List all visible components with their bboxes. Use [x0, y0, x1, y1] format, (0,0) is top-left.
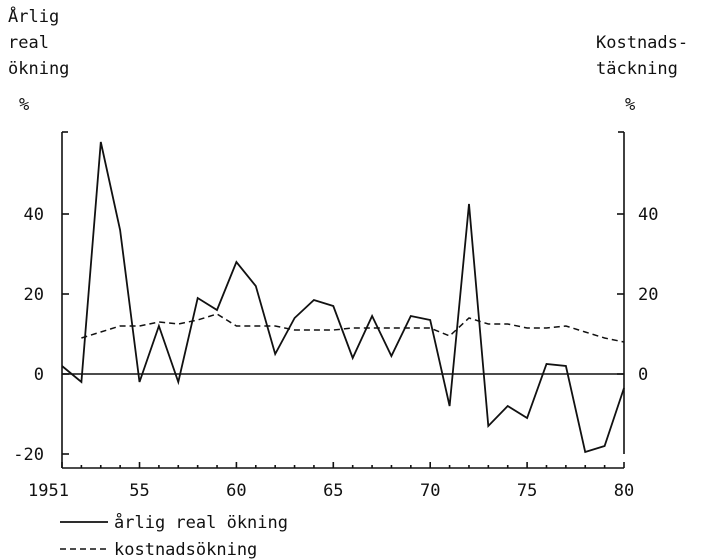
x-tick-label-5: 75 — [517, 481, 537, 501]
x-tick-label-1: 55 — [129, 481, 149, 501]
x-tick-label-0: 1951 — [28, 481, 69, 501]
x-tick-label-4: 70 — [420, 481, 440, 501]
x-tick-label-3: 65 — [323, 481, 343, 501]
left-axis-label-line-1: Årlig — [8, 5, 59, 27]
left-tick-label-2: 0 — [34, 365, 44, 385]
x-tick-label-6: 80 — [614, 481, 634, 501]
left-axis-label-line-3: ökning — [8, 59, 69, 79]
x-tick-label-2: 60 — [226, 481, 246, 501]
axes: 40 20 0 -20 40 20 0 1951 55 60 65 70 75 80 — [13, 131, 658, 501]
right-axis-label-line-1: Kostnads- — [596, 33, 688, 53]
series-layer — [61, 141, 625, 454]
series-line-arlig-real-okning — [61, 141, 625, 454]
right-axis-label-line-2: täckning — [596, 59, 678, 79]
right-tick-label-1: 20 — [638, 285, 658, 305]
left-axis-unit: % — [19, 95, 29, 115]
right-axis-unit: % — [625, 95, 635, 115]
legend-label-solid: årlig real ökning — [114, 512, 288, 533]
left-tick-label-3: -20 — [13, 445, 44, 465]
legend-label-dashed: kostnadsökning — [114, 540, 257, 560]
series-line-kostnadsokning — [81, 313, 625, 343]
left-tick-label-0: 40 — [24, 205, 44, 225]
right-tick-label-2: 0 — [638, 365, 648, 385]
legend: årlig real ökning kostnadsökning — [60, 512, 288, 560]
right-tick-label-0: 40 — [638, 205, 658, 225]
left-axis-label-line-2: real — [8, 33, 49, 53]
left-tick-label-1: 20 — [24, 285, 44, 305]
